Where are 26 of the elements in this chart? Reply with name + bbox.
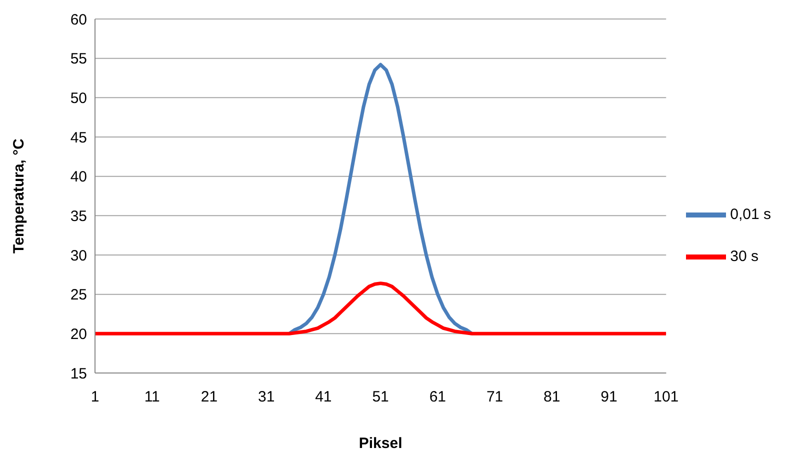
x-tick-label: 71 xyxy=(486,388,504,406)
x-tick-label: 41 xyxy=(315,388,332,406)
x-tick-label: 81 xyxy=(544,388,560,406)
y-tick-label: 25 xyxy=(70,286,87,304)
x-tick-label: 91 xyxy=(600,388,618,406)
legend-label: 0,01 s xyxy=(730,206,771,222)
x-axis-title: Piksel xyxy=(358,435,402,452)
legend-label: 30 s xyxy=(730,248,758,264)
y-tick-label: 15 xyxy=(70,365,87,382)
x-tick-label: 101 xyxy=(654,388,679,406)
x-tick-label: 1 xyxy=(90,388,100,406)
y-tick-label: 60 xyxy=(70,11,87,28)
y-tick-label: 20 xyxy=(70,326,87,343)
y-tick-label: 35 xyxy=(70,208,87,225)
y-tick-label: 30 xyxy=(70,247,87,264)
y-tick-label: 50 xyxy=(70,90,87,107)
y-tick-label: 40 xyxy=(70,168,87,186)
line-series xyxy=(95,282,666,336)
x-tick-label: 31 xyxy=(258,388,275,406)
y-tick-label: 45 xyxy=(70,129,87,146)
x-tick-label: 61 xyxy=(429,388,446,406)
x-tick-label: 21 xyxy=(200,388,218,406)
y-axis-title: Temperatura, °C xyxy=(10,138,28,254)
y-tick-label: 55 xyxy=(70,50,87,68)
x-tick-label: 51 xyxy=(372,388,389,406)
x-tick-label: 11 xyxy=(144,388,160,406)
